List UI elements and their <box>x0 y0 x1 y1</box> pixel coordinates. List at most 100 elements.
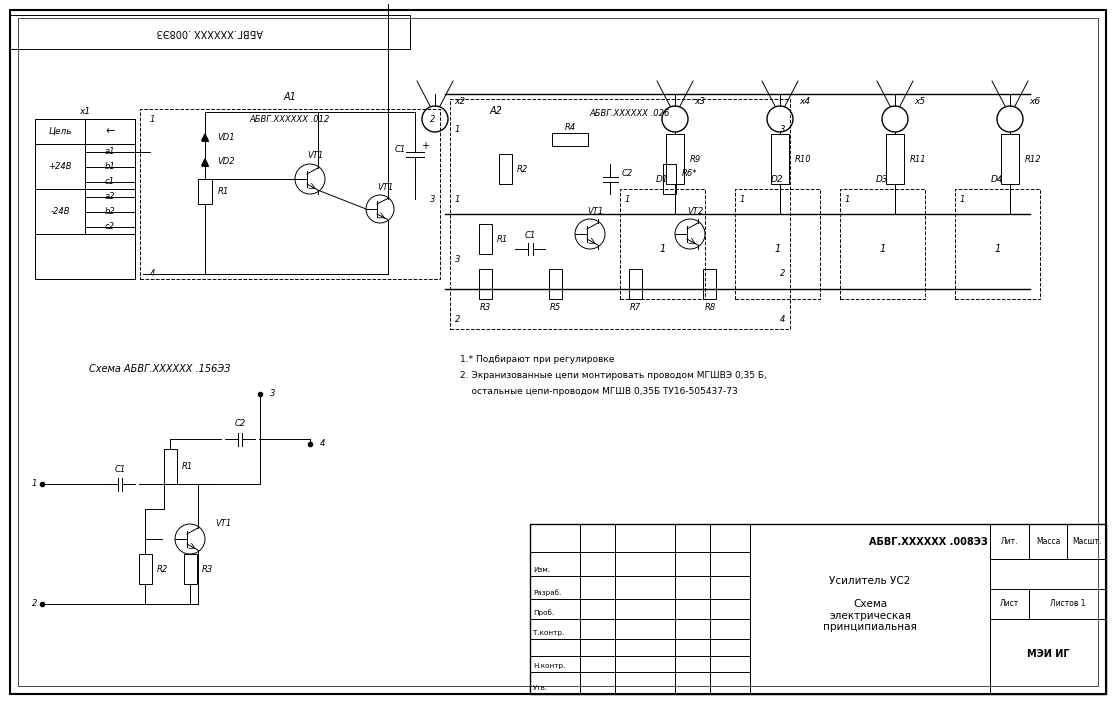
Bar <box>750 524 990 694</box>
Bar <box>703 269 716 299</box>
Bar <box>548 269 561 299</box>
Polygon shape <box>202 159 209 165</box>
Text: МЭИ ИГ: МЭИ ИГ <box>1027 649 1069 659</box>
Text: 1: 1 <box>625 194 631 203</box>
Text: 1: 1 <box>960 194 965 203</box>
Text: остальные цепи-проводом МГШВ 0,35Б ТУ16-505437-73: остальные цепи-проводом МГШВ 0,35Б ТУ16-… <box>460 386 738 396</box>
Bar <box>35 119 135 279</box>
Text: 1: 1 <box>879 244 886 254</box>
Text: Изм.: Изм. <box>533 567 550 573</box>
Text: 4: 4 <box>780 315 785 324</box>
Text: R11: R11 <box>910 154 926 163</box>
Text: 3: 3 <box>455 255 461 263</box>
Text: c1: c1 <box>105 177 115 186</box>
Text: А2: А2 <box>490 106 503 116</box>
Text: VT1: VT1 <box>215 520 231 529</box>
Bar <box>840 189 925 299</box>
Text: D3: D3 <box>876 175 888 184</box>
Text: b1: b1 <box>105 162 115 171</box>
Bar <box>666 134 684 184</box>
Bar <box>530 524 1106 694</box>
Text: Лит.: Лит. <box>1001 536 1018 546</box>
Text: VT1: VT1 <box>587 206 603 215</box>
Text: D4: D4 <box>991 175 1003 184</box>
Text: АБВГ.XXXXXX .008ЭЗ: АБВГ.XXXXXX .008ЭЗ <box>157 27 263 37</box>
Bar <box>552 132 588 146</box>
Bar <box>35 144 135 189</box>
Text: 2: 2 <box>455 315 461 324</box>
Bar <box>479 224 491 254</box>
Text: VT1: VT1 <box>307 151 324 161</box>
Text: R6*: R6* <box>682 170 698 179</box>
Text: x3: x3 <box>694 96 705 106</box>
Text: C2: C2 <box>622 170 633 179</box>
Text: 1: 1 <box>845 194 850 203</box>
Text: Н.контр.: Н.контр. <box>533 663 566 669</box>
Text: C1: C1 <box>394 144 405 153</box>
Text: b2: b2 <box>105 207 115 216</box>
Text: ←: ← <box>105 127 115 137</box>
Text: a2: a2 <box>105 192 115 201</box>
Bar <box>735 189 820 299</box>
Text: 4: 4 <box>150 270 155 279</box>
Text: R3: R3 <box>480 303 491 311</box>
Text: R4: R4 <box>565 122 576 132</box>
Text: x5: x5 <box>914 96 925 106</box>
Text: Усилитель УС2

Схема
электрическая
принципиальная: Усилитель УС2 Схема электрическая принци… <box>824 576 917 632</box>
Text: R1: R1 <box>497 234 508 244</box>
Bar <box>990 589 1106 619</box>
Text: C1: C1 <box>525 230 536 239</box>
Text: 4: 4 <box>320 439 326 448</box>
Text: Утв.: Утв. <box>533 685 548 691</box>
Bar <box>450 99 790 329</box>
Text: x6: x6 <box>1029 96 1040 106</box>
Text: D1: D1 <box>656 175 668 184</box>
Text: R8: R8 <box>704 303 715 311</box>
Text: R12: R12 <box>1024 154 1041 163</box>
Text: +: + <box>421 141 429 151</box>
Text: АБВГ.XXXXXX .008ЭЗ: АБВГ.XXXXXX .008ЭЗ <box>868 537 988 547</box>
Text: R5: R5 <box>549 303 560 311</box>
Text: 3: 3 <box>430 194 435 203</box>
Text: 1: 1 <box>150 115 155 123</box>
Bar <box>1001 134 1019 184</box>
Text: 1: 1 <box>455 125 461 134</box>
Text: 2: 2 <box>430 115 435 123</box>
Text: R3: R3 <box>202 565 213 574</box>
Text: АБВГ.XXXXXX .012: АБВГ.XXXXXX .012 <box>250 115 330 123</box>
Text: R10: R10 <box>795 154 811 163</box>
Bar <box>35 234 135 279</box>
Text: D2: D2 <box>771 175 783 184</box>
Bar <box>955 189 1040 299</box>
Bar <box>530 524 750 694</box>
Text: АБВГ.XXXXXX .026: АБВГ.XXXXXX .026 <box>590 110 671 118</box>
Text: 1: 1 <box>660 244 665 254</box>
Text: А1: А1 <box>283 92 297 102</box>
Text: 1.* Подбирают при регулировке: 1.* Подбирают при регулировке <box>460 355 615 363</box>
Text: VD2: VD2 <box>217 158 234 167</box>
Text: Масса: Масса <box>1036 536 1060 546</box>
Text: Листов 1: Листов 1 <box>1049 600 1085 608</box>
Text: 1: 1 <box>455 194 461 203</box>
Bar <box>35 189 135 234</box>
Bar <box>499 154 511 184</box>
Bar <box>198 179 212 204</box>
Text: 1: 1 <box>31 479 37 489</box>
Text: 2: 2 <box>780 270 785 279</box>
Bar <box>990 524 1106 559</box>
Text: 2. Экранизованные цепи монтировать проводом МГШВЭ 0,35 Б,: 2. Экранизованные цепи монтировать прово… <box>460 372 767 380</box>
Text: R1: R1 <box>182 462 193 471</box>
Text: R1: R1 <box>218 187 229 196</box>
Text: 1: 1 <box>994 244 1001 254</box>
Bar <box>886 134 904 184</box>
Text: R2: R2 <box>517 165 528 173</box>
Text: x1: x1 <box>79 106 90 115</box>
Text: VT2: VT2 <box>686 206 703 215</box>
Bar <box>990 524 1106 559</box>
Text: x4: x4 <box>799 96 810 106</box>
Text: 3: 3 <box>780 125 785 134</box>
Text: Т.контр.: Т.контр. <box>533 630 565 636</box>
Text: a1: a1 <box>105 147 115 156</box>
Text: Схема АБВГ.XXXXXX .156ЭЗ: Схема АБВГ.XXXXXX .156ЭЗ <box>89 364 231 374</box>
Text: Масшт.: Масшт. <box>1072 536 1101 546</box>
